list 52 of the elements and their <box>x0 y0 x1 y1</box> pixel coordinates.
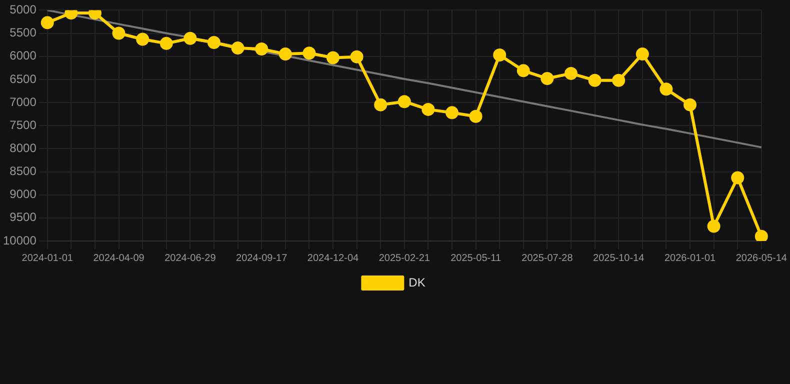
x-tick-label: 2025-07-28 <box>522 252 574 264</box>
point <box>588 74 602 87</box>
x-tick-label: 2024-04-09 <box>93 252 145 264</box>
point <box>231 42 244 55</box>
point <box>160 36 173 50</box>
point <box>493 48 506 62</box>
point <box>136 32 150 46</box>
point <box>422 102 435 116</box>
x-tick-label: 2024-01-01 <box>22 252 74 264</box>
point <box>184 32 197 45</box>
point <box>469 110 482 123</box>
point <box>636 48 649 61</box>
point <box>540 72 554 86</box>
x-tick-label: 2024-12-04 <box>307 252 360 264</box>
point <box>516 64 530 78</box>
x-tick-label: 2025-02-21 <box>378 252 430 264</box>
point <box>255 42 268 56</box>
point <box>446 106 458 120</box>
point <box>754 230 768 241</box>
point <box>302 46 316 60</box>
point <box>684 98 697 112</box>
x-tick-label: 2024-09-17 <box>236 252 288 264</box>
point <box>40 16 54 30</box>
y-tick-label: 8500 <box>10 164 37 178</box>
y-tick-label: 7000 <box>10 94 37 109</box>
x-tick-label: 2025-05-11 <box>450 252 502 264</box>
point <box>112 26 126 40</box>
y-tick-label: 10000 <box>2 233 37 248</box>
point <box>350 50 364 64</box>
point <box>612 74 626 87</box>
point <box>707 220 720 233</box>
y-tick-label: 9000 <box>10 187 37 202</box>
point <box>374 98 388 112</box>
x-tick-label: 2026-05-14 <box>736 252 788 264</box>
point <box>278 48 292 61</box>
point <box>564 66 578 80</box>
legend-label: DK <box>408 275 426 290</box>
x-tick-label: 2025-10-14 <box>593 252 645 264</box>
x-tick-label: 2024-06-29 <box>164 252 216 264</box>
point <box>207 36 220 50</box>
y-tick-label: 9500 <box>10 210 37 224</box>
y-tick-label: 7500 <box>10 118 37 132</box>
y-tick-label: 5500 <box>10 26 37 40</box>
point <box>660 82 673 96</box>
point <box>731 171 744 184</box>
y-tick-label: 6500 <box>10 72 37 86</box>
y-tick-label: 6000 <box>10 48 37 63</box>
point <box>398 95 411 108</box>
y-tick-label: 5000 <box>10 2 37 17</box>
x-tick-label: 2026-01-01 <box>664 252 716 264</box>
y-tick-label: 8000 <box>10 140 37 155</box>
point <box>326 51 340 64</box>
